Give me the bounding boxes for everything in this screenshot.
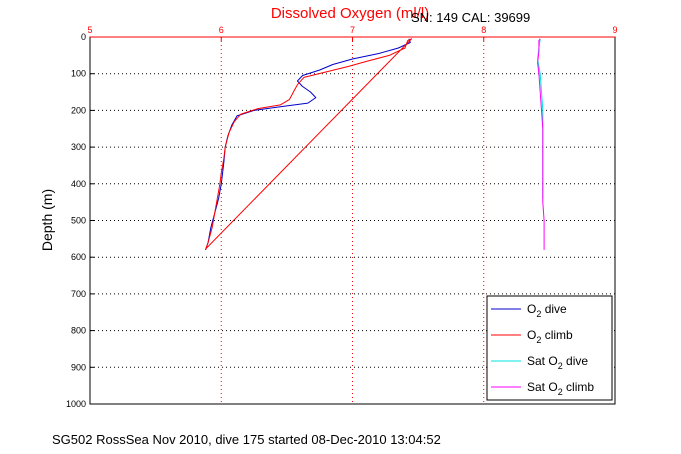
y-axis-label: Depth (m) bbox=[39, 189, 55, 251]
legend-entry-subscript: 2 bbox=[558, 387, 563, 397]
y-tick-label: 0 bbox=[81, 32, 86, 42]
legend-entry: Sat O2 dive bbox=[527, 354, 588, 371]
legend-entry-subscript: 2 bbox=[536, 309, 541, 319]
legend-entry: O2 dive bbox=[527, 302, 567, 319]
legend-entry: Sat O2 climb bbox=[527, 380, 594, 397]
series-line-o2-dive bbox=[205, 38, 411, 251]
y-tick-label: 600 bbox=[71, 252, 86, 262]
series-line-sat-o2-climb bbox=[537, 38, 545, 250]
serial-label: SN: 149 CAL: 39699 bbox=[411, 10, 530, 25]
y-tick-label: 200 bbox=[71, 105, 86, 115]
legend-entry-rest: dive bbox=[563, 354, 589, 368]
legend-entry-main: Sat O bbox=[527, 380, 558, 394]
x-tick-label: 7 bbox=[350, 25, 355, 35]
y-tick-label: 400 bbox=[71, 179, 86, 189]
y-tick-label: 900 bbox=[71, 362, 86, 372]
legend-entry-main: O bbox=[527, 302, 536, 316]
x-tick-label: 6 bbox=[219, 25, 224, 35]
y-tick-label: 700 bbox=[71, 289, 86, 299]
legend-entry: O2 climb bbox=[527, 328, 573, 345]
y-tick-label: 1000 bbox=[66, 399, 86, 409]
dive-caption: SG502 RossSea Nov 2010, dive 175 started… bbox=[52, 432, 441, 447]
y-tick-label: 100 bbox=[71, 69, 86, 79]
legend-entry-subscript: 2 bbox=[536, 335, 541, 345]
series-line-o2-climb bbox=[205, 38, 413, 251]
legend-entry-main: Sat O bbox=[527, 354, 558, 368]
x-tick-label: 9 bbox=[612, 25, 617, 35]
legend-entry-main: O bbox=[527, 328, 536, 342]
legend-entry-rest: climb bbox=[541, 328, 573, 342]
y-tick-label: 300 bbox=[71, 142, 86, 152]
y-tick-label: 500 bbox=[71, 216, 86, 226]
y-axis-ticks: 0 100 200 300 400 500 600 700 800 900 1000 bbox=[66, 32, 94, 409]
x-tick-label: 5 bbox=[87, 25, 92, 35]
legend-entry-rest: dive bbox=[541, 302, 567, 316]
x-tick-label: 8 bbox=[481, 25, 486, 35]
legend-entry-subscript: 2 bbox=[558, 361, 563, 371]
data-series bbox=[205, 38, 545, 251]
chart-title: Dissolved Oxygen (ml/l) bbox=[271, 5, 429, 22]
y-tick-label: 800 bbox=[71, 326, 86, 336]
legend-entry-rest: climb bbox=[563, 380, 595, 394]
legend-box bbox=[486, 295, 613, 401]
